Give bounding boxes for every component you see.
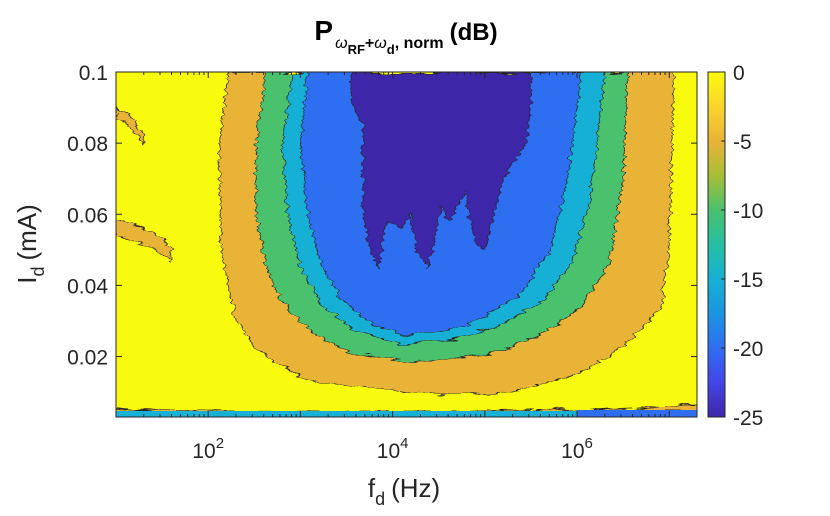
colorbar: 0 -5 -10 -15 -20 -25 [707, 62, 763, 430]
colorbar-gradient [707, 71, 726, 418]
contour-band-floor-right [577, 410, 697, 417]
contour-band-left-stripe [116, 221, 172, 262]
y-tick-label: 0.08 [67, 133, 108, 156]
x-tick-label: 106 [561, 435, 593, 463]
contour-band-left-stripe2 [116, 107, 145, 145]
y-tick-label: 0.04 [67, 275, 108, 298]
x-tick-label: 104 [377, 435, 409, 463]
contour-band-minus25 [350, 72, 532, 269]
plot-area [116, 72, 697, 417]
colorbar-tick-label: -20 [733, 338, 763, 361]
contour-band-floor [116, 411, 697, 417]
contour-speckles [116, 410, 697, 417]
colorbar-tick-label: -25 [733, 407, 763, 430]
x-axis-label: fd (Hz) [368, 473, 440, 509]
y-tick-label: 0.06 [67, 204, 108, 227]
x-axis: 102 104 106 [115, 72, 698, 463]
colorbar-tick-label: -10 [733, 200, 763, 223]
plot-frame [115, 71, 698, 418]
y-tick-label: 0.1 [79, 62, 108, 85]
colorbar-tick-label: 0 [733, 62, 745, 85]
colorbar-ticks: 0 -5 -10 -15 -20 -25 [721, 62, 763, 430]
y-axis-label: Id(mA) [12, 204, 48, 284]
contour-layers [116, 72, 697, 417]
y-tick-label: 0.02 [67, 347, 108, 370]
y-axis: 0.02 0.04 0.06 0.08 0.1 [67, 62, 697, 370]
x-tick-label: 102 [192, 435, 224, 463]
colorbar-tick-label: -15 [733, 269, 763, 292]
colorbar-tick-label: -5 [733, 131, 752, 154]
